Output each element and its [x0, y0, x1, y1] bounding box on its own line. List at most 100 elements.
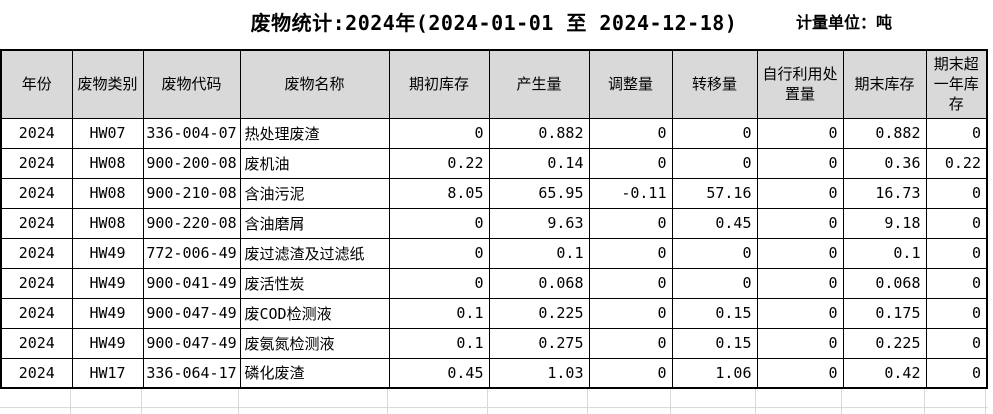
table-cell[interactable]: 900-200-08: [142, 147, 241, 179]
table-cell[interactable]: 0: [388, 207, 490, 239]
table-cell[interactable]: 0: [671, 237, 758, 269]
table-cell[interactable]: 废COD检测液: [239, 297, 390, 329]
table-cell[interactable]: 336-004-07: [142, 117, 241, 149]
empty-grid-cell[interactable]: [239, 389, 388, 407]
table-cell[interactable]: HW17: [71, 357, 144, 389]
table-cell[interactable]: 0: [756, 147, 844, 179]
empty-grid-cell[interactable]: [142, 408, 239, 414]
table-cell[interactable]: 0: [756, 237, 844, 269]
table-cell[interactable]: 0: [925, 327, 988, 359]
table-cell[interactable]: 0.22: [388, 147, 490, 179]
empty-grid-cell[interactable]: [388, 408, 488, 414]
table-cell[interactable]: 0: [671, 267, 758, 299]
table-cell[interactable]: 0: [925, 177, 988, 209]
empty-grid-cell[interactable]: [756, 389, 842, 407]
table-cell[interactable]: -0.11: [588, 177, 673, 209]
table-cell[interactable]: 57.16: [671, 177, 758, 209]
empty-grid-cell[interactable]: [671, 389, 756, 407]
table-cell[interactable]: HW08: [71, 207, 144, 239]
column-header-10[interactable]: 期末库存: [842, 49, 927, 119]
table-cell[interactable]: 0: [588, 117, 673, 149]
table-cell[interactable]: HW49: [71, 297, 144, 329]
empty-grid-cell[interactable]: [588, 408, 671, 414]
table-cell[interactable]: 900-047-49: [142, 327, 241, 359]
table-cell[interactable]: 0.1: [388, 297, 490, 329]
table-cell[interactable]: 0.068: [488, 267, 590, 299]
table-cell[interactable]: 废过滤渣及过滤纸: [239, 237, 390, 269]
table-cell[interactable]: 2024: [0, 207, 73, 239]
table-cell[interactable]: 0: [925, 117, 988, 149]
table-cell[interactable]: 0.882: [842, 117, 927, 149]
empty-grid-cell[interactable]: [71, 389, 142, 407]
table-cell[interactable]: 磷化废渣: [239, 357, 390, 389]
table-cell[interactable]: 含油磨屑: [239, 207, 390, 239]
table-cell[interactable]: 9.63: [488, 207, 590, 239]
table-cell[interactable]: 900-210-08: [142, 177, 241, 209]
table-cell[interactable]: 2024: [0, 357, 73, 389]
column-header-7[interactable]: 调整量: [588, 49, 673, 119]
column-header-6[interactable]: 产生量: [488, 49, 590, 119]
column-header-5[interactable]: 期初库存: [388, 49, 490, 119]
table-cell[interactable]: 8.05: [388, 177, 490, 209]
table-cell[interactable]: HW08: [71, 177, 144, 209]
empty-grid-cell[interactable]: [588, 389, 671, 407]
table-cell[interactable]: 废活性炭: [239, 267, 390, 299]
table-cell[interactable]: 16.73: [842, 177, 927, 209]
table-cell[interactable]: 2024: [0, 327, 73, 359]
table-cell[interactable]: 0: [756, 177, 844, 209]
table-cell[interactable]: 0: [588, 267, 673, 299]
column-header-9[interactable]: 自行利用处置量: [756, 49, 844, 119]
table-cell[interactable]: 2024: [0, 237, 73, 269]
table-cell[interactable]: 2024: [0, 297, 73, 329]
table-cell[interactable]: HW08: [71, 147, 144, 179]
table-cell[interactable]: 0.45: [671, 207, 758, 239]
column-header-2[interactable]: 废物类别: [71, 49, 144, 119]
empty-grid-cell[interactable]: [925, 389, 986, 407]
column-header-4[interactable]: 废物名称: [239, 49, 390, 119]
table-cell[interactable]: 0.175: [842, 297, 927, 329]
table-cell[interactable]: HW49: [71, 327, 144, 359]
table-cell[interactable]: 0: [588, 237, 673, 269]
table-cell[interactable]: 900-220-08: [142, 207, 241, 239]
table-cell[interactable]: 0: [756, 267, 844, 299]
empty-grid-cell[interactable]: [925, 408, 986, 414]
table-cell[interactable]: 0: [925, 207, 988, 239]
table-cell[interactable]: HW49: [71, 237, 144, 269]
table-cell[interactable]: 0: [925, 267, 988, 299]
table-cell[interactable]: 9.18: [842, 207, 927, 239]
table-cell[interactable]: 0.068: [842, 267, 927, 299]
table-cell[interactable]: 0: [588, 357, 673, 389]
table-cell[interactable]: 900-041-49: [142, 267, 241, 299]
column-header-3[interactable]: 废物代码: [142, 49, 241, 119]
empty-grid-cell[interactable]: [71, 408, 142, 414]
table-cell[interactable]: 2024: [0, 117, 73, 149]
table-cell[interactable]: 0.15: [671, 297, 758, 329]
table-cell[interactable]: 2024: [0, 267, 73, 299]
table-cell[interactable]: 0.225: [842, 327, 927, 359]
empty-grid-cell[interactable]: [142, 389, 239, 407]
column-header-1[interactable]: 年份: [0, 49, 73, 119]
table-cell[interactable]: 0.42: [842, 357, 927, 389]
table-cell[interactable]: 1.03: [488, 357, 590, 389]
table-cell[interactable]: 0: [671, 117, 758, 149]
table-cell[interactable]: 0.14: [488, 147, 590, 179]
column-header-8[interactable]: 转移量: [671, 49, 758, 119]
table-cell[interactable]: 0.22: [925, 147, 988, 179]
table-cell[interactable]: 0.882: [488, 117, 590, 149]
table-cell[interactable]: 0.36: [842, 147, 927, 179]
table-cell[interactable]: 65.95: [488, 177, 590, 209]
empty-grid-row[interactable]: [0, 408, 988, 414]
table-cell[interactable]: 0.15: [671, 327, 758, 359]
column-header-11[interactable]: 期末超一年库存: [925, 49, 988, 119]
table-cell[interactable]: 废机油: [239, 147, 390, 179]
empty-grid-row[interactable]: [0, 389, 988, 408]
table-cell[interactable]: 0: [588, 297, 673, 329]
empty-grid-cell[interactable]: [0, 408, 71, 414]
table-cell[interactable]: 废氨氮检测液: [239, 327, 390, 359]
table-cell[interactable]: 1.06: [671, 357, 758, 389]
table-cell[interactable]: 0: [756, 297, 844, 329]
table-cell[interactable]: 0: [588, 207, 673, 239]
table-cell[interactable]: 0.1: [842, 237, 927, 269]
table-cell[interactable]: 0: [671, 147, 758, 179]
table-cell[interactable]: 2024: [0, 147, 73, 179]
